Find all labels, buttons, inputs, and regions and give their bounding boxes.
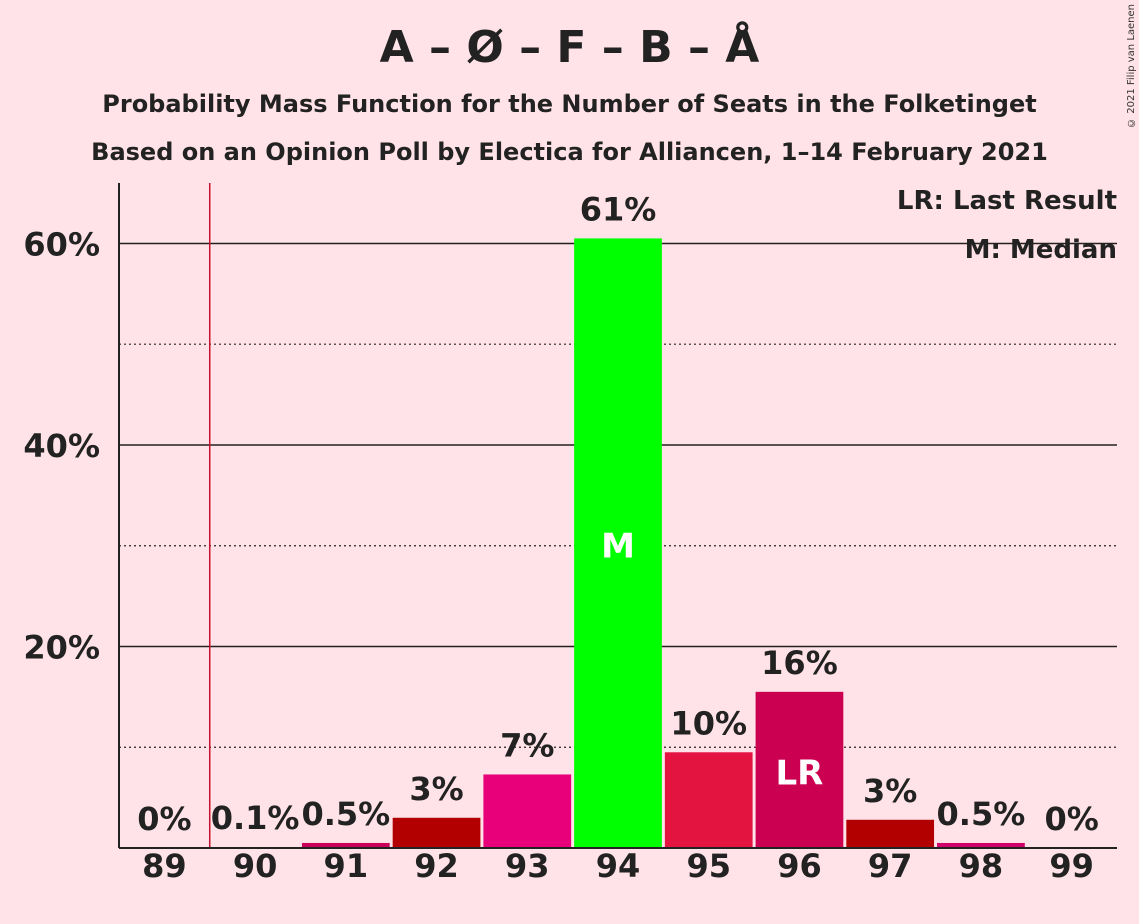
value-label: 3% xyxy=(409,770,463,808)
y-tick-label: 40% xyxy=(23,427,100,465)
chart-subtitle-1: Probability Mass Function for the Number… xyxy=(102,90,1037,118)
bar xyxy=(664,752,753,848)
x-tick-label: 95 xyxy=(686,847,731,885)
x-tick-label: 97 xyxy=(868,847,913,885)
legend: LR: Last Result M: Median xyxy=(897,186,1117,265)
bar xyxy=(846,819,935,848)
value-label: 0.5% xyxy=(937,795,1026,833)
y-tick-label: 60% xyxy=(23,225,100,263)
value-label: 10% xyxy=(670,704,747,742)
bar xyxy=(755,691,844,848)
bar xyxy=(301,842,390,848)
chart-subtitle-2: Based on an Opinion Poll by Electica for… xyxy=(91,138,1048,166)
value-label: 0.1% xyxy=(211,799,300,837)
legend-last-result: LR: Last Result xyxy=(897,186,1117,216)
x-tick-label: 91 xyxy=(324,847,369,885)
value-labels: 0% 0.1% 0.5%3%7%61%10%16%3%0.5% 0%MLR xyxy=(137,190,1099,838)
x-tick-label: 98 xyxy=(959,847,1004,885)
y-tick-label: 20% xyxy=(23,628,100,666)
value-label: 0% xyxy=(137,800,191,838)
median-marker: M xyxy=(601,527,635,567)
value-label: 7% xyxy=(500,726,554,764)
bars xyxy=(211,238,1025,848)
bar xyxy=(483,774,572,848)
last-result-marker: LR xyxy=(776,753,824,793)
axes: 20% 40% 60% 89 90 91 92 93 94 95 96 97 98 99 xyxy=(23,183,1117,885)
bar xyxy=(392,817,481,848)
x-tick-label: 92 xyxy=(414,847,459,885)
x-tick-label: 93 xyxy=(505,847,550,885)
value-label: 0% xyxy=(1044,800,1098,838)
chart-title: A – Ø – F – B – Å xyxy=(379,22,760,73)
x-tick-label: 90 xyxy=(233,847,278,885)
value-label: 16% xyxy=(761,644,838,682)
bar xyxy=(937,842,1025,848)
value-label: 0.5% xyxy=(301,795,390,833)
legend-median: M: Median xyxy=(965,235,1117,265)
x-tick-label: 94 xyxy=(596,847,641,885)
x-tick-label: 96 xyxy=(777,847,822,885)
value-label: 61% xyxy=(580,190,657,228)
x-tick-label: 99 xyxy=(1049,847,1094,885)
x-tick-label: 89 xyxy=(142,847,187,885)
bar xyxy=(574,238,662,848)
value-label: 3% xyxy=(863,772,917,810)
